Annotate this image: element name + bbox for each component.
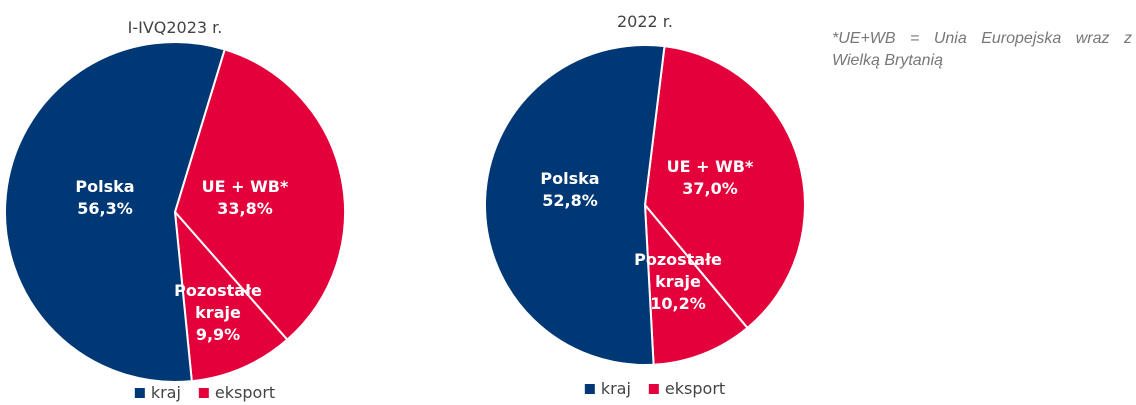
chart-title: 2022 r. — [617, 12, 673, 31]
pie-slice — [173, 48, 346, 342]
pie-slice — [173, 209, 289, 383]
value-label: 10,2% — [650, 294, 706, 313]
slice-label: UE + WB* 33,8% — [190, 176, 300, 220]
legend-label: eksport — [214, 383, 276, 402]
legend-label: kraj — [150, 383, 181, 402]
slice-label: Pozostałe kraje 9,9% — [173, 280, 263, 346]
legend-swatch — [584, 384, 595, 394]
legend-label: eksport — [664, 379, 726, 398]
pie-slice — [643, 202, 749, 366]
legend-item: kraj — [584, 379, 631, 398]
legend: kraj eksport — [134, 383, 276, 402]
value-label: 9,9% — [195, 325, 241, 344]
category-label: Polska — [75, 177, 135, 196]
legend-label: kraj — [600, 379, 631, 398]
pie-slice — [484, 44, 666, 366]
footnote: *UE+WB = Unia Europejska wraz z Wielką B… — [832, 30, 1132, 69]
category-label: Pozostałe kraje — [634, 250, 722, 291]
legend: kraj eksport — [584, 379, 726, 398]
legend-item: eksport — [198, 383, 276, 402]
slice-label: Pozostałe kraje 10,2% — [633, 249, 723, 315]
category-label: Polska — [540, 169, 600, 188]
legend-swatch — [134, 388, 145, 398]
slice-label: Polska 52,8% — [520, 168, 620, 212]
legend-item: eksport — [648, 379, 726, 398]
category-label: Pozostałe kraje — [174, 281, 262, 322]
category-label: UE + WB* — [201, 177, 289, 196]
category-label: UE + WB* — [666, 157, 754, 176]
value-label: 56,3% — [77, 199, 133, 218]
value-label: 33,8% — [217, 199, 273, 218]
value-label: 52,8% — [542, 191, 598, 210]
slice-label: Polska 56,3% — [55, 176, 155, 220]
pie-slice — [4, 41, 226, 383]
pie-slice — [643, 45, 806, 330]
chart-title: I-IVQ2023 r. — [127, 18, 223, 37]
legend-swatch — [648, 384, 659, 394]
legend-swatch — [198, 388, 209, 398]
legend-item: kraj — [134, 383, 181, 402]
value-label: 37,0% — [682, 179, 738, 198]
slice-label: UE + WB* 37,0% — [655, 156, 765, 200]
